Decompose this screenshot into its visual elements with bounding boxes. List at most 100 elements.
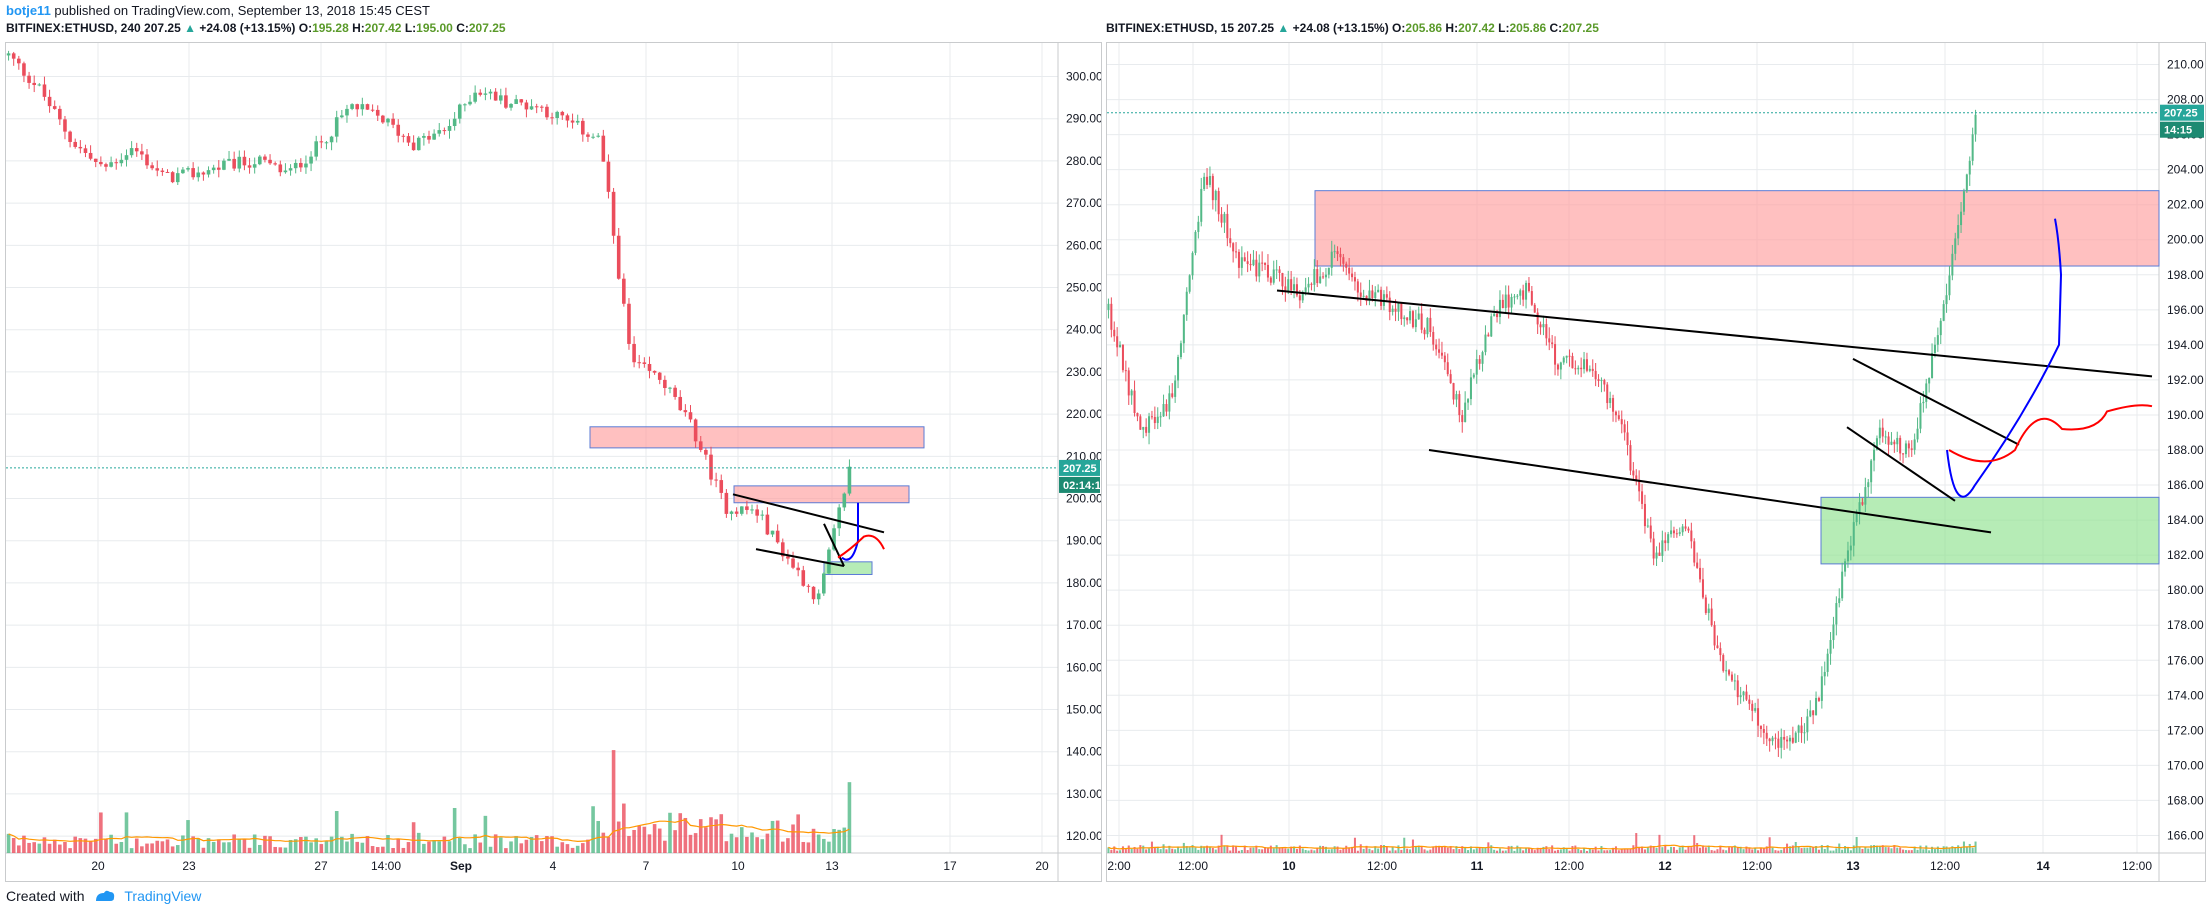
volume-bar [1507,846,1510,853]
volume-bar [1815,846,1818,853]
candle-body [1536,312,1539,325]
candle-body [68,131,72,142]
candle-body [1957,225,1960,239]
candle-body [1539,324,1542,328]
volume-bar [1165,849,1168,853]
volume-bar [565,844,570,853]
volume-bar [1342,847,1345,853]
author-link[interactable]: botje11 [6,3,51,18]
chart-panel-15m[interactable]: 210.00208.00206.00204.00202.00200.00198.… [1106,42,2206,882]
chart-panel-4h[interactable]: 300.00 290.00 280.00 270.00 260.00 250.00 240.… [5,42,1107,882]
candle-body [1316,269,1319,284]
candle-body [1409,311,1412,321]
candle-body [299,162,303,168]
candle-body [1571,356,1574,369]
candle-body [42,84,47,97]
candle-body [1797,725,1800,733]
volume-bar [447,841,452,853]
volume-bar [1440,846,1443,853]
candle-body [406,136,411,143]
volume-bar [1333,846,1336,853]
volume-bar [827,841,831,853]
volume-bar [473,834,477,853]
candle-body [509,103,513,108]
candle-body [1493,313,1496,317]
price-tick-label: 166.00 [2167,828,2204,842]
volume-bar [1235,846,1238,853]
candle-body [591,136,595,138]
candle-body [1333,251,1336,253]
candle-body [1443,355,1446,363]
volume-bar [1356,850,1359,853]
candle-body [1226,213,1229,239]
volume-bar [93,838,98,853]
candle-body [780,542,785,557]
time-tick-label: 12:00 [1367,859,1397,873]
candle-body [1846,550,1849,562]
volume-bar [1936,846,1939,853]
candle-body [642,362,647,364]
volume-bar [478,842,483,853]
volume-bar [657,828,662,853]
volume-bar [688,834,693,853]
candle-body [637,362,642,364]
candle-body [1324,274,1327,278]
volume-bar [1438,845,1441,853]
candle-body [370,109,375,111]
volume-bar [1229,850,1232,853]
candle-body [1411,311,1414,328]
volume-bar [780,841,785,853]
volume-bar [37,843,42,853]
volume-bar [1835,848,1838,853]
candle-body [1246,261,1249,264]
volume-bar [1667,849,1670,853]
candle-body [1496,313,1499,318]
volume-bar [1237,850,1240,853]
volume-bar [1348,847,1351,853]
volume-bar [191,836,195,853]
volume-bar [1957,845,1960,853]
candle-body [232,158,236,169]
candle-body [78,146,83,149]
candle-body [1510,296,1513,308]
candle-body [1217,191,1220,215]
volume-bar [170,846,175,853]
legend-change: +24.08 (+13.15%) [199,21,296,35]
candle-body [1913,439,1916,450]
candle-body [1220,214,1223,223]
volume-bar [668,812,672,853]
candle-body [540,106,544,108]
volume-bar [1191,845,1194,853]
volume-bar [1684,849,1687,853]
chart-15m-svg[interactable]: 210.00208.00206.00204.00202.00200.00198.… [1107,43,2205,881]
candle-body [739,506,744,514]
projection-path-red [837,534,885,559]
volume-bar [201,847,206,853]
volume-bar [1269,845,1272,853]
volume-bar [1501,850,1504,853]
candle-body [606,161,611,192]
candle-body [463,104,467,106]
candle-body [847,466,852,494]
candle-body [1696,562,1699,568]
volume-bar [529,836,534,853]
legend-low: 195.00 [416,21,453,35]
volume-bar [796,814,800,853]
candle-body [498,95,503,101]
volume-bar [1467,850,1470,853]
last-price-badge [1059,459,1100,476]
chart-4h-svg[interactable]: 300.00 290.00 280.00 270.00 260.00 250.00 240.… [6,43,1107,881]
volume-bar [165,839,170,853]
volume-bar [427,841,431,853]
volume-bar [1719,845,1722,853]
candle-body [1179,343,1182,358]
candle-body [196,172,201,178]
last-price-badge [2160,104,2204,121]
price-tick-label: 182.00 [2167,548,2204,562]
volume-bar [1498,848,1501,853]
volume-bar [1226,845,1229,853]
tradingview-link[interactable]: TradingView [124,888,202,904]
price-tick-label: 260.00 [1066,238,1101,252]
volume-bar [755,837,759,853]
volume-bar [1838,843,1841,853]
